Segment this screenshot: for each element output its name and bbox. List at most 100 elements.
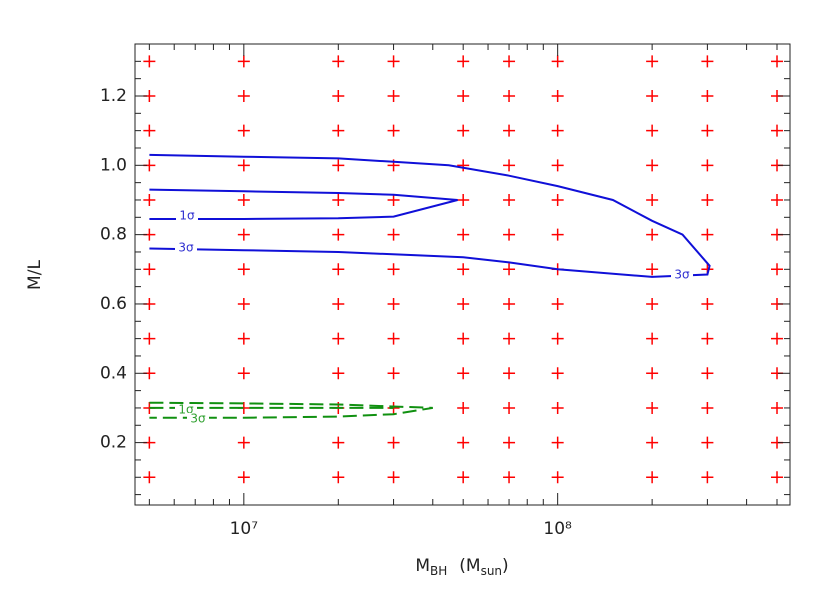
grid-point bbox=[457, 263, 470, 276]
x-label-part: ) bbox=[502, 556, 509, 576]
grid-point bbox=[457, 401, 470, 414]
grid-point bbox=[701, 124, 714, 137]
x-label-part: sun bbox=[481, 564, 502, 578]
grid-point bbox=[457, 193, 470, 206]
grid-point bbox=[332, 55, 345, 68]
grid-point bbox=[143, 263, 156, 276]
grid-point bbox=[646, 401, 659, 414]
grid-point bbox=[551, 367, 564, 380]
y-tick-label: 0.2 bbox=[100, 433, 127, 453]
grid-point bbox=[771, 332, 784, 345]
grid-point bbox=[387, 332, 400, 345]
grid-point bbox=[457, 228, 470, 241]
grid-point bbox=[237, 471, 250, 484]
grid-point bbox=[457, 55, 470, 68]
grid-point bbox=[771, 263, 784, 276]
grid-point bbox=[551, 401, 564, 414]
grid-point bbox=[503, 159, 516, 172]
contour-line bbox=[149, 188, 458, 220]
x-label-part: BH bbox=[430, 564, 447, 578]
grid-point bbox=[701, 471, 714, 484]
grid-point bbox=[387, 436, 400, 449]
grid-point bbox=[503, 367, 516, 380]
grid-point bbox=[387, 228, 400, 241]
grid-point bbox=[646, 263, 659, 276]
grid-point bbox=[237, 367, 250, 380]
grid-point bbox=[143, 193, 156, 206]
y-tick-label: 0.4 bbox=[100, 363, 127, 383]
grid-point bbox=[771, 401, 784, 414]
grid-point bbox=[503, 89, 516, 102]
grid-point bbox=[701, 436, 714, 449]
contour-label: 3σ bbox=[190, 412, 206, 426]
grid-point bbox=[503, 228, 516, 241]
grid-point bbox=[771, 55, 784, 68]
grid-point bbox=[143, 471, 156, 484]
grid-point bbox=[332, 89, 345, 102]
grid-point bbox=[332, 471, 345, 484]
grid-point bbox=[503, 297, 516, 310]
grid-point bbox=[551, 55, 564, 68]
grid-point bbox=[771, 193, 784, 206]
contour-line bbox=[149, 153, 711, 278]
grid-point bbox=[701, 297, 714, 310]
grid-point bbox=[387, 471, 400, 484]
grid-point bbox=[701, 401, 714, 414]
grid-point bbox=[503, 124, 516, 137]
grid-point bbox=[457, 89, 470, 102]
grid-point bbox=[551, 124, 564, 137]
x-label-part: (M bbox=[459, 556, 480, 576]
grid-point bbox=[237, 193, 250, 206]
plot-frame bbox=[134, 43, 791, 506]
grid-point bbox=[646, 55, 659, 68]
grid-point bbox=[551, 228, 564, 241]
grid-point bbox=[237, 263, 250, 276]
x-tick-label: 10⁷ bbox=[230, 519, 259, 539]
grid-point bbox=[646, 367, 659, 380]
contour-label: 1σ bbox=[179, 209, 195, 223]
grid-point bbox=[387, 367, 400, 380]
grid-point bbox=[503, 55, 516, 68]
grid-point bbox=[332, 367, 345, 380]
grid-point bbox=[701, 89, 714, 102]
grid-point bbox=[457, 332, 470, 345]
grid-point bbox=[701, 228, 714, 241]
grid-point bbox=[503, 332, 516, 345]
x-tick-label: 10⁸ bbox=[543, 519, 572, 539]
grid-point bbox=[551, 89, 564, 102]
grid-point bbox=[551, 471, 564, 484]
grid-point bbox=[646, 89, 659, 102]
contour-label: 3σ bbox=[178, 241, 194, 255]
grid-point bbox=[332, 124, 345, 137]
grid-point bbox=[551, 436, 564, 449]
grid-point bbox=[237, 159, 250, 172]
grid-point bbox=[387, 124, 400, 137]
grid-point bbox=[387, 89, 400, 102]
grid-point bbox=[701, 159, 714, 172]
grid-point bbox=[237, 297, 250, 310]
grid-point bbox=[457, 436, 470, 449]
label-backdrop bbox=[187, 413, 209, 425]
contour-line bbox=[149, 401, 433, 419]
grid-point bbox=[503, 263, 516, 276]
contour-label: 3σ bbox=[674, 268, 690, 282]
grid-point bbox=[237, 124, 250, 137]
grid-point bbox=[646, 159, 659, 172]
grid-point bbox=[551, 297, 564, 310]
grid-point bbox=[503, 471, 516, 484]
grid-point bbox=[387, 263, 400, 276]
grid-point bbox=[237, 436, 250, 449]
grid-point bbox=[237, 55, 250, 68]
grid-point bbox=[332, 193, 345, 206]
label-backdrop bbox=[175, 242, 197, 254]
grid-point bbox=[457, 159, 470, 172]
grid-point bbox=[332, 228, 345, 241]
grid-point bbox=[701, 55, 714, 68]
y-tick-label: 0.6 bbox=[100, 294, 127, 314]
grid-point bbox=[332, 332, 345, 345]
grid-point bbox=[646, 124, 659, 137]
grid-point bbox=[237, 228, 250, 241]
grid-point bbox=[332, 436, 345, 449]
